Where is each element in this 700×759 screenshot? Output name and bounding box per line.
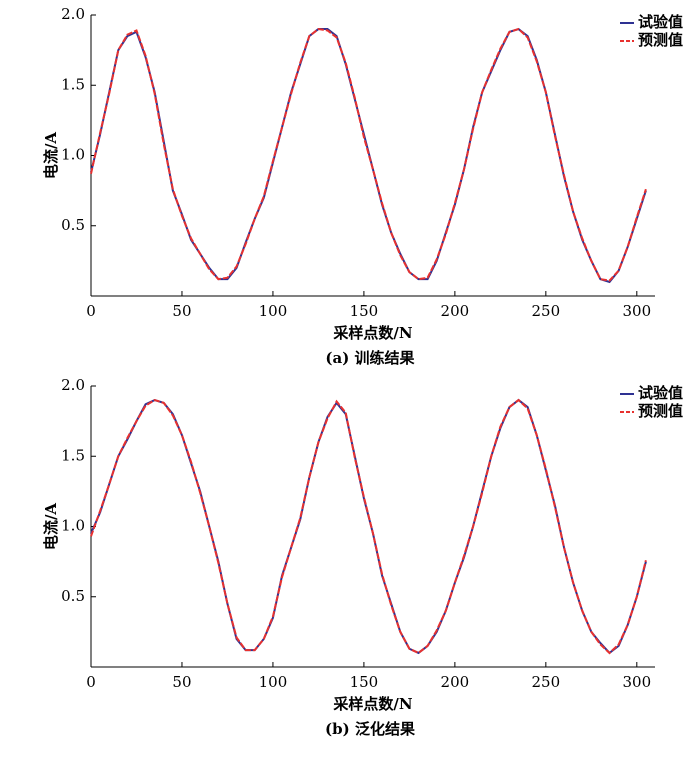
legend-label: 预测值 (638, 31, 683, 49)
x-tick-label: 300 (622, 673, 651, 691)
x-tick-label: 150 (350, 302, 379, 320)
data-line (90, 27, 647, 284)
x-tick-label: 250 (532, 673, 561, 691)
x-tick-label: 0 (86, 302, 96, 320)
data-line (90, 398, 647, 655)
caption: (a) 训练结果 (325, 349, 415, 367)
x-tick-label: 200 (441, 673, 470, 691)
y-axis-label: 电流/A (42, 503, 60, 550)
y-tick-label: 2.0 (61, 5, 85, 23)
x-tick-label: 0 (86, 673, 96, 691)
legend-label: 试验值 (638, 13, 683, 31)
x-tick-label: 200 (441, 302, 470, 320)
x-axis-label: 采样点数/N (332, 324, 412, 342)
x-tick-label: 50 (172, 302, 191, 320)
y-tick-label: 0.5 (61, 216, 85, 234)
data-line (90, 27, 647, 282)
y-tick-label: 2.0 (61, 376, 85, 394)
x-tick-label: 250 (532, 302, 561, 320)
x-tick-label: 100 (259, 302, 288, 320)
x-tick-label: 100 (259, 673, 288, 691)
x-tick-label: 50 (172, 673, 191, 691)
legend-label: 试验值 (638, 384, 683, 402)
legend-label: 预测值 (638, 402, 683, 420)
data-line (90, 398, 647, 655)
y-axis-label: 电流/A (42, 132, 60, 179)
y-tick-label: 1.0 (61, 517, 85, 535)
caption: (b) 泛化结果 (325, 720, 416, 738)
y-tick-label: 1.0 (61, 146, 85, 164)
x-axis-label: 采样点数/N (332, 695, 412, 713)
x-tick-label: 300 (622, 302, 651, 320)
y-tick-label: 1.5 (61, 75, 85, 93)
x-tick-label: 150 (350, 673, 379, 691)
y-tick-label: 1.5 (61, 446, 85, 464)
y-tick-label: 0.5 (61, 587, 85, 605)
